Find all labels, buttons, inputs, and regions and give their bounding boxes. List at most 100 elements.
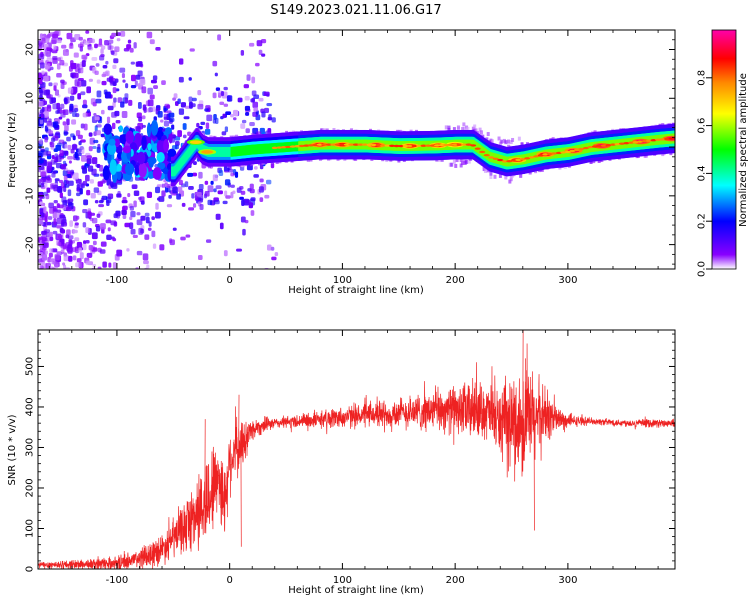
heatmap-cell (217, 34, 222, 41)
heatmap-cell (72, 229, 78, 234)
heatmap-cell (133, 132, 143, 148)
heatmap-cell (87, 165, 94, 172)
heatmap-cell (39, 201, 43, 205)
heatmap-cell (81, 60, 86, 67)
heatmap-cell (121, 209, 127, 215)
heatmap-cell (267, 116, 273, 121)
heatmap-cell (489, 175, 493, 180)
heatmap-cell (138, 162, 147, 178)
heatmap-cell (122, 79, 126, 83)
heatmap-cell (240, 50, 245, 56)
heatmap-cell (82, 112, 88, 118)
heatmap-cell (61, 229, 66, 234)
heatmap-cell (251, 90, 257, 96)
heatmap-cell (96, 213, 101, 218)
heatmap-cell (97, 181, 103, 187)
heatmap-cell (63, 175, 68, 181)
heatmap-cell (230, 113, 234, 118)
heatmap-cell (222, 113, 226, 119)
heatmap-cell (473, 124, 477, 129)
heatmap-cell (107, 227, 111, 232)
heatmap-cell (76, 184, 80, 191)
heatmap-cell (150, 79, 157, 84)
heatmap-cell (256, 40, 263, 47)
heatmap-cell (177, 186, 183, 192)
heatmap-cell (248, 202, 254, 209)
heatmap-cell (53, 161, 57, 165)
heatmap-cell (484, 168, 488, 173)
heatmap-cell (99, 249, 106, 254)
heatmap-cell (244, 200, 251, 204)
heatmap-cell (452, 127, 456, 132)
heatmap-cell (86, 158, 92, 165)
heatmap-cell (188, 207, 195, 211)
heatmap-cell (65, 180, 70, 185)
heatmap-cell (40, 149, 45, 153)
heatmap-cell (144, 212, 150, 217)
heatmap-cell (178, 58, 184, 65)
heatmap-cell (225, 195, 231, 199)
heatmap-cell (52, 261, 58, 265)
heatmap-cell (76, 192, 81, 197)
heatmap-cell (461, 159, 465, 164)
heatmap-cell (250, 210, 255, 216)
heatmap-cell (138, 116, 143, 122)
heatmap-cell (43, 206, 47, 214)
heatmap-cell (66, 118, 70, 126)
heatmap-cell (95, 225, 101, 232)
heatmap-cell (204, 190, 210, 197)
heatmap-cell (90, 192, 96, 199)
heatmap-cell (42, 242, 49, 248)
heatmap-cell (239, 186, 244, 190)
heatmap-cell (141, 115, 146, 120)
heatmap-cell (249, 183, 254, 190)
heatmap-cell (95, 163, 100, 167)
heatmap-cell (51, 37, 57, 44)
heatmap-cell (142, 253, 149, 261)
heatmap-cell (169, 239, 175, 246)
heatmap-cell (106, 116, 111, 124)
heatmap-cell (117, 97, 123, 103)
heatmap-cell (56, 63, 61, 70)
heatmap-cell (112, 64, 117, 70)
heatmap-cell (184, 105, 191, 109)
heatmap-cell (44, 216, 48, 223)
heatmap-cell (67, 189, 72, 197)
heatmap-cell (271, 256, 277, 261)
heatmap-cell (169, 117, 175, 123)
heatmap-cell (162, 183, 166, 188)
heatmap-cell (188, 96, 193, 103)
heatmap-cell (47, 94, 53, 99)
heatmap-cell (152, 75, 158, 81)
heatmap-cell (55, 155, 62, 162)
heatmap-cell (249, 188, 255, 194)
heatmap-cell (50, 266, 54, 269)
heatmap-cell (258, 97, 264, 102)
heatmap-cell (215, 87, 221, 92)
heatmap-cell (147, 227, 152, 231)
heatmap-cell (244, 105, 251, 111)
heatmap-cell (49, 66, 54, 71)
heatmap-cell (182, 123, 187, 130)
heatmap-cell (54, 178, 60, 182)
heatmap-cell (183, 116, 190, 120)
heatmap-cell (177, 98, 181, 104)
heatmap-cell (80, 155, 87, 162)
heatmap-cell (236, 248, 243, 252)
heatmap-cell (51, 172, 56, 178)
heatmap-cell (147, 87, 153, 95)
heatmap-cell (41, 107, 45, 112)
heatmap-cell (151, 216, 155, 220)
heatmap-cell (86, 189, 91, 196)
heatmap-cell (452, 159, 456, 164)
heatmap-cell (178, 108, 185, 115)
heatmap-cell (146, 122, 152, 138)
heatmap-cell (243, 84, 250, 89)
heatmap-cell (100, 223, 106, 230)
heatmap-cell (122, 145, 132, 154)
heatmap-cell (94, 116, 100, 121)
heatmap-cell (227, 95, 231, 102)
heatmap-cell (88, 78, 94, 82)
heatmap-cell (100, 241, 107, 247)
